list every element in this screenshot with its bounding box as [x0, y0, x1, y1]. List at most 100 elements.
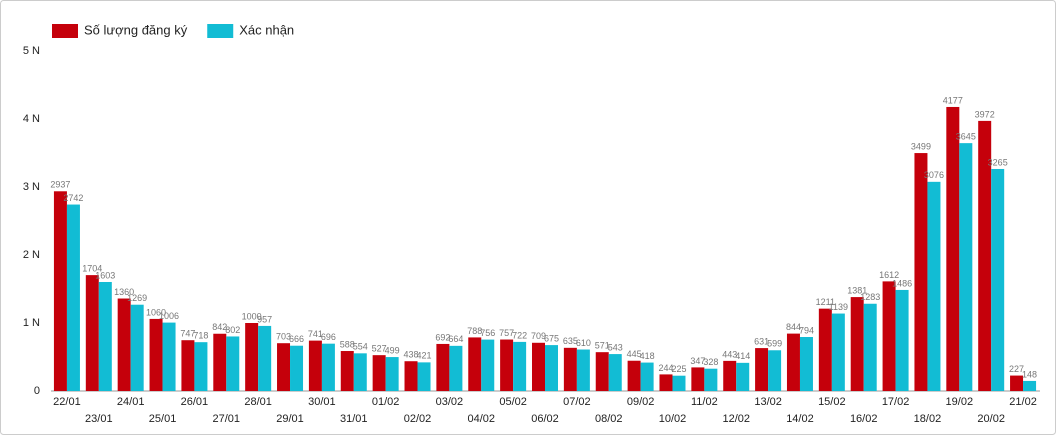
y-tick-label: 2 N	[23, 249, 40, 261]
value-label: 347	[690, 356, 705, 366]
bar	[258, 325, 272, 391]
bar	[723, 360, 737, 391]
value-label: 3265	[988, 157, 1008, 167]
value-label: 244	[658, 363, 673, 373]
value-label: 610	[576, 338, 591, 348]
value-label: 1360	[114, 287, 134, 297]
x-tick-label: 18/02	[914, 413, 942, 425]
bar	[768, 350, 782, 391]
bar	[85, 275, 99, 391]
value-label: 722	[512, 330, 527, 340]
value-label: 747	[180, 329, 195, 339]
bar	[576, 349, 590, 391]
legend-label: Số lượng đăng ký	[84, 22, 188, 37]
value-label: 842	[212, 322, 227, 332]
value-label: 709	[531, 331, 546, 341]
bar	[308, 340, 322, 391]
x-tick-label: 13/02	[754, 396, 782, 408]
value-label: 3499	[911, 141, 931, 151]
bar	[385, 357, 399, 391]
x-tick-label: 12/02	[722, 413, 750, 425]
bar	[831, 313, 845, 391]
bar	[736, 362, 750, 391]
bar	[563, 347, 577, 391]
x-tick-label: 01/02	[372, 396, 400, 408]
value-label: 3076	[924, 170, 944, 180]
bar	[786, 333, 800, 391]
value-label: 554	[353, 342, 368, 352]
value-label: 631	[754, 336, 769, 346]
bar	[978, 120, 992, 392]
bar	[627, 360, 641, 391]
x-tick-label: 04/02	[467, 413, 495, 425]
bar	[353, 353, 367, 391]
legend-swatch	[207, 24, 234, 38]
x-tick-label: 27/01	[213, 413, 241, 425]
bar	[513, 341, 527, 391]
value-label: 3645	[956, 132, 976, 142]
x-tick-label: 17/02	[882, 396, 910, 408]
value-label: 1612	[879, 270, 899, 280]
legend-label: Xác nhận	[239, 22, 294, 37]
value-label: 1283	[860, 292, 880, 302]
bar	[500, 339, 514, 391]
bar	[882, 281, 896, 391]
bar	[162, 322, 176, 391]
bar	[98, 281, 112, 391]
value-label: 2937	[50, 180, 70, 190]
bar	[704, 368, 718, 391]
bar	[417, 362, 431, 391]
x-tick-label: 23/01	[85, 413, 113, 425]
value-label: 635	[563, 336, 578, 346]
bar	[1010, 375, 1024, 391]
x-tick-label: 28/01	[244, 396, 272, 408]
x-tick-label: 06/02	[531, 413, 559, 425]
value-label: 1000	[242, 311, 262, 321]
x-tick-label: 21/02	[1009, 396, 1037, 408]
x-tick-label: 20/02	[977, 413, 1005, 425]
bar	[755, 348, 769, 391]
value-label: 1060	[146, 307, 166, 317]
bar	[130, 304, 144, 391]
value-label: 1381	[847, 285, 867, 295]
bar	[640, 362, 654, 391]
bar	[946, 106, 960, 392]
value-label: 788	[467, 326, 482, 336]
x-tick-label: 24/01	[117, 396, 145, 408]
value-label: 527	[372, 344, 387, 354]
bar	[799, 337, 813, 391]
bar	[117, 298, 131, 391]
value-label: 802	[225, 325, 240, 335]
value-label: 421	[417, 351, 432, 361]
value-label: 227	[1009, 364, 1024, 374]
x-tick-label: 31/01	[340, 413, 368, 425]
value-label: 756	[480, 328, 495, 338]
value-label: 4177	[943, 95, 963, 105]
bar	[290, 345, 304, 391]
value-label: 3972	[975, 109, 995, 119]
bar	[481, 339, 495, 391]
y-tick-label: 1 N	[23, 317, 40, 329]
bar	[468, 337, 482, 391]
bar	[691, 367, 705, 391]
bar	[194, 342, 208, 391]
value-label: 225	[671, 364, 686, 374]
bar	[895, 289, 909, 391]
value-label: 696	[321, 332, 336, 342]
bar	[340, 351, 354, 391]
x-tick-label: 02/02	[404, 413, 432, 425]
legend-swatch	[52, 24, 78, 38]
value-label: 718	[193, 331, 208, 341]
x-tick-label: 11/02	[691, 396, 718, 408]
value-label: 2742	[63, 193, 83, 203]
x-tick-label: 03/02	[436, 396, 464, 408]
value-label: 664	[448, 334, 463, 344]
x-tick-label: 05/02	[499, 396, 527, 408]
x-tick-label: 16/02	[850, 413, 878, 425]
bar	[277, 343, 291, 391]
value-label: 692	[435, 332, 450, 342]
value-label: 571	[595, 341, 610, 351]
bar	[372, 355, 386, 391]
x-tick-label: 10/02	[659, 413, 687, 425]
x-tick-label: 30/01	[308, 396, 336, 408]
